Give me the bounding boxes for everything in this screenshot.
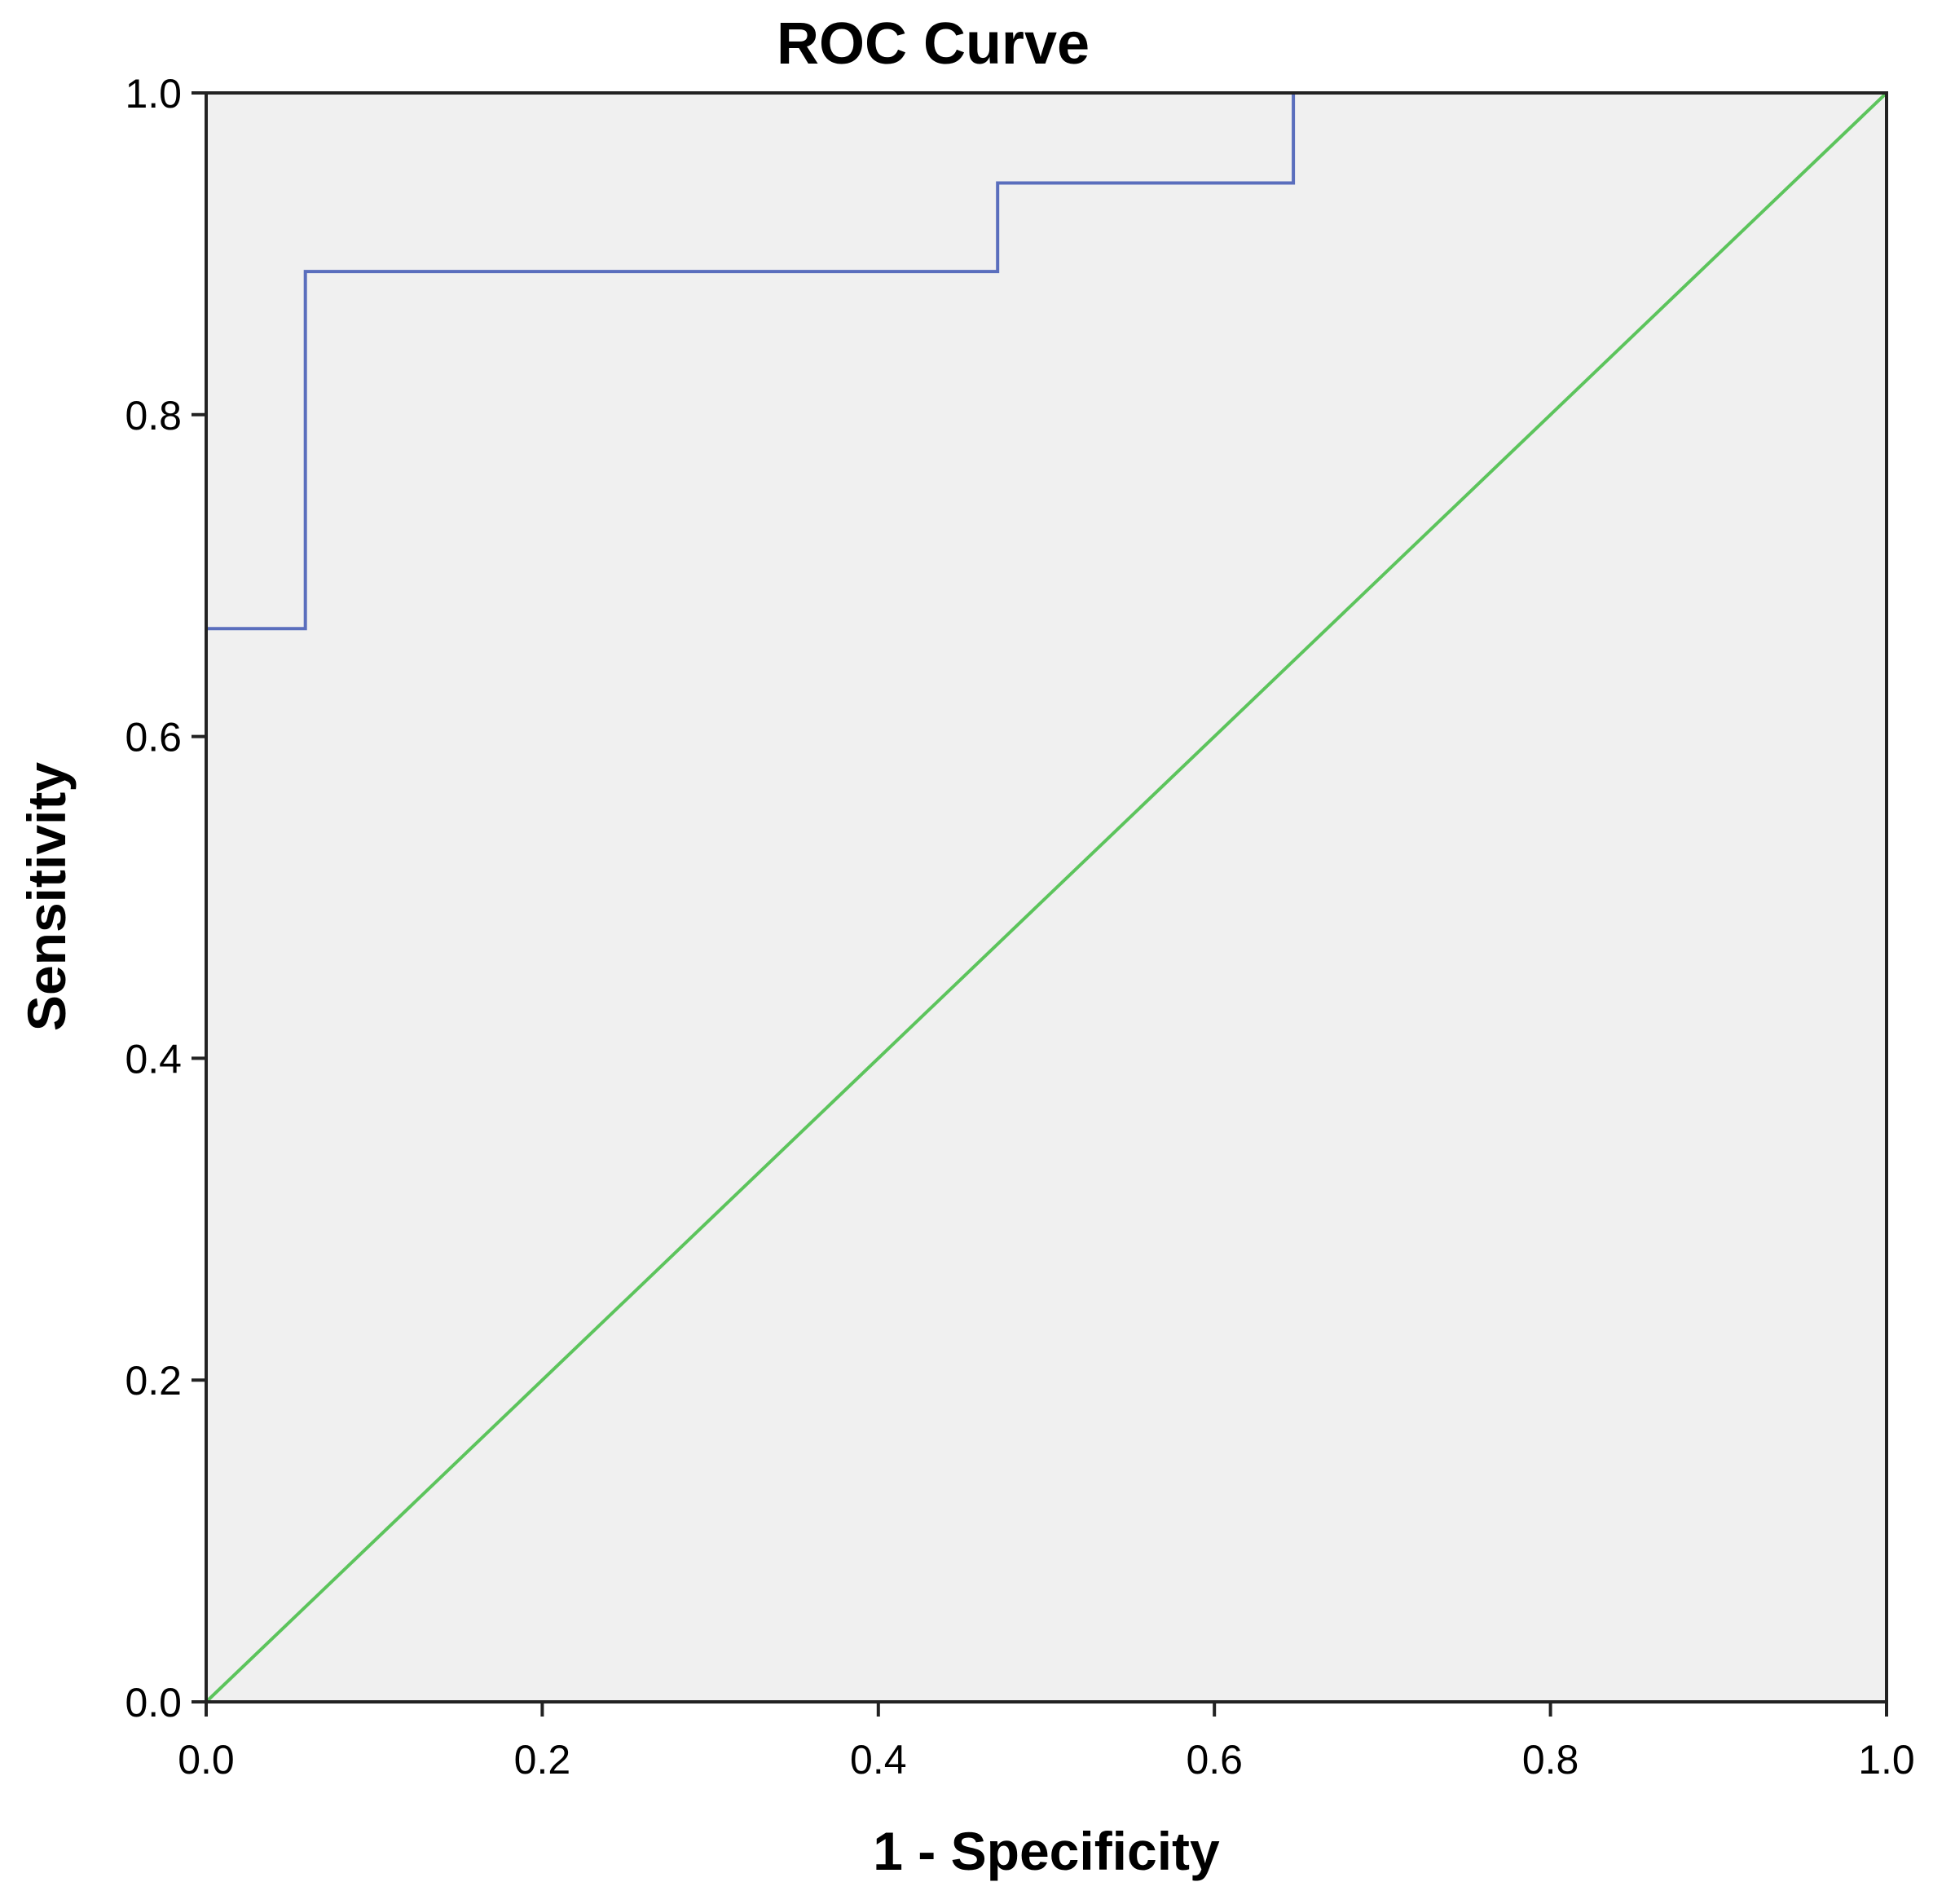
y-tick-label: 1.0 [125,71,182,117]
chart-title: ROC Curve [777,11,1090,77]
x-tick-label: 1.0 [1858,1737,1915,1783]
x-tick-label: 0.0 [178,1737,235,1783]
y-tick-label: 0.0 [125,1680,182,1726]
x-tick-label: 0.4 [850,1737,907,1783]
y-tick-label: 0.8 [125,393,182,439]
y-tick-label: 0.4 [125,1036,182,1082]
x-tick-label: 0.2 [514,1737,571,1783]
x-tick-label: 0.8 [1522,1737,1579,1783]
x-axis-label: 1 - Specificity [873,1821,1220,1881]
plot-frame [205,91,1888,1703]
x-tick-label: 0.6 [1186,1737,1243,1783]
reference-diagonal-line [205,91,1888,1703]
y-tick-label: 0.6 [125,715,182,760]
y-tick-label: 0.2 [125,1358,182,1404]
y-axis-label: Sensitivity [16,762,77,1031]
roc-curve-line [205,91,1887,1702]
